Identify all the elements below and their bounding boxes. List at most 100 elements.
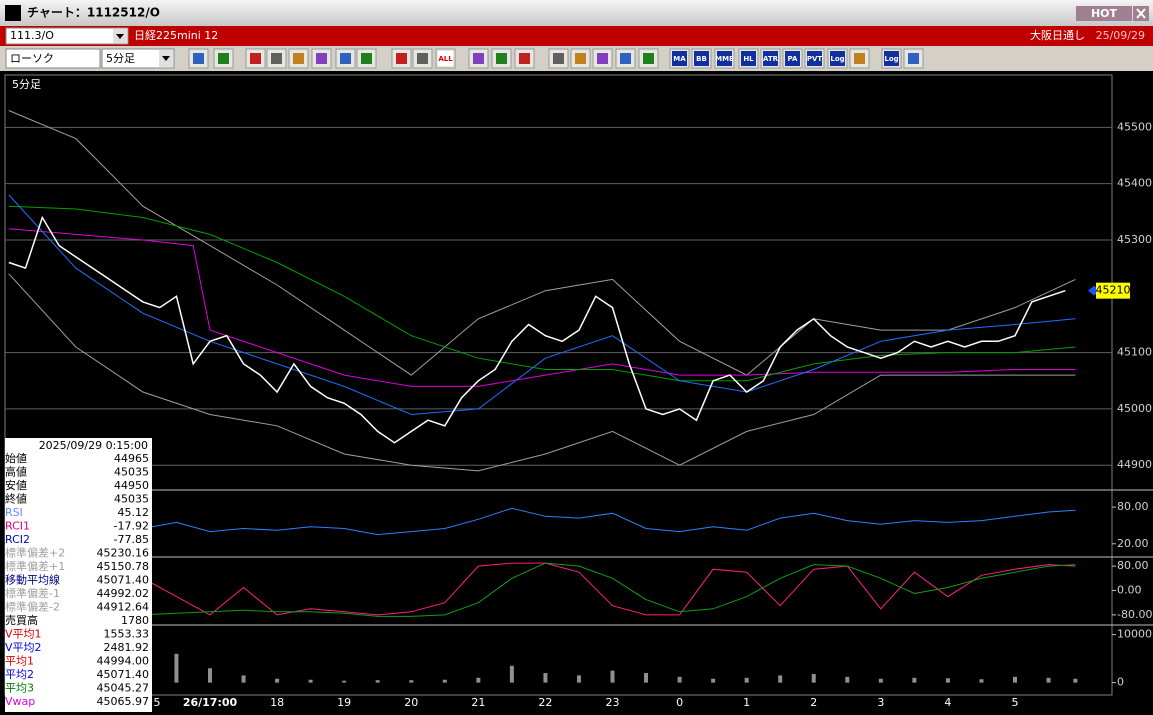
exchange: 大阪日通し (1030, 28, 1085, 42)
series-line (8, 194, 1076, 416)
toolbar-icon (717, 51, 732, 66)
hot-button[interactable] (1076, 6, 1132, 21)
toolbar-icon (741, 51, 756, 66)
symbol-bar (0, 26, 1153, 46)
info-value: 45035 (114, 493, 149, 506)
price-badge (1096, 282, 1130, 299)
toolbar-icon (293, 53, 304, 64)
y-tick-label: 44900 (1117, 458, 1152, 471)
info-value: 44965 (114, 452, 149, 465)
toolbar-icon (830, 51, 845, 66)
info-value: 44950 (114, 479, 149, 492)
volume-bar (1012, 676, 1017, 683)
info-value: -17.92 (114, 520, 149, 533)
series-line (8, 273, 1076, 472)
volume-bar (208, 668, 213, 683)
x-tick-label: 21 (471, 696, 485, 709)
x-tick-label: 0 (676, 696, 683, 709)
volume-bar (342, 680, 347, 683)
y-tick-label: 45500 (1117, 120, 1152, 133)
toolbar-icon (438, 51, 453, 66)
volume-bar (1073, 678, 1078, 683)
dropdown-arrow (162, 56, 170, 61)
chart-type: ローソク (10, 52, 54, 65)
toolbar-icon (643, 53, 654, 64)
volume-bar (878, 678, 883, 683)
interval-select[interactable] (101, 48, 175, 69)
info-label: 標準偏差+2 (5, 546, 65, 560)
volume-bar (845, 676, 850, 683)
current-price: 45210 (1096, 284, 1131, 297)
info-label: 高値 (5, 465, 27, 479)
info-value: 44992.02 (97, 587, 150, 600)
symbol-select[interactable] (5, 27, 129, 45)
toolbar-icon-label: ALL (438, 55, 453, 63)
toolbar-icon (473, 53, 484, 64)
series-line (8, 507, 1076, 536)
toolbar-icon (519, 53, 530, 64)
info-label: Vwap (5, 695, 35, 708)
y-tick-label: 45100 (1117, 346, 1152, 359)
series-line (8, 110, 1076, 376)
hot-label: HOT (1091, 7, 1118, 20)
info-label: 始値 (5, 451, 27, 465)
info-panel (5, 438, 152, 712)
toolbar-icon (854, 53, 865, 64)
toolbar-icon (553, 53, 564, 64)
series-line (8, 215, 1066, 444)
info-label: RSI (5, 506, 23, 519)
volume-bar (912, 677, 917, 683)
volume-bar (610, 670, 615, 683)
app-icon (5, 5, 21, 21)
x-tick-label: 18 (270, 696, 284, 709)
close-icon (1136, 8, 1146, 19)
info-label: V平均2 (5, 641, 42, 654)
toolbar-icon (218, 53, 229, 64)
info-label: RCI2 (5, 533, 30, 546)
x-tick-label: 23 (606, 696, 620, 709)
toolbar-icon (620, 53, 631, 64)
toolbar-icon (340, 53, 351, 64)
y-tick-label: 20.00 (1117, 537, 1149, 550)
y-tick-label: 80.00 (1117, 500, 1149, 513)
info-label: RCI1 (5, 520, 30, 533)
toolbar-icon-label: BB (696, 55, 707, 63)
panel-label: 5分足 (12, 78, 41, 91)
symbol-name: 日経225mini 12 (134, 29, 218, 42)
volume-bar (744, 677, 749, 683)
title-bar (0, 0, 1153, 26)
x-tick-label: 5 (1011, 696, 1018, 709)
volume-bar (644, 673, 649, 683)
toolbar-icon (672, 51, 687, 66)
info-label: 終値 (5, 492, 27, 506)
info-value: -77.85 (114, 533, 149, 546)
y-tick-label: 45400 (1117, 177, 1152, 190)
volume-bar (811, 673, 816, 683)
toolbar-icon-label: MA (673, 55, 686, 63)
toolbar-icon (361, 53, 372, 64)
volume-bar (409, 680, 414, 683)
info-value: 45071.40 (97, 668, 150, 681)
toolbar-icon (396, 53, 407, 64)
x-tick-label: 22 (538, 696, 552, 709)
info-value: 1780 (121, 614, 149, 627)
y-tick-label: 0.00 (1117, 584, 1142, 597)
x-tick-label: 2 (810, 696, 817, 709)
toolbar-icon (316, 53, 327, 64)
info-label: 平均1 (5, 655, 34, 668)
info-label: 平均3 (5, 682, 34, 695)
toolbar-icon (908, 53, 919, 64)
y-tick-label: -80.00 (1117, 608, 1152, 621)
volume-bar (308, 679, 313, 683)
toolbar-icon (250, 53, 261, 64)
chart-type-select[interactable] (5, 48, 101, 69)
y-tick-label: 45000 (1117, 402, 1152, 415)
plot-frame (4, 74, 1113, 696)
toolbar-icon (417, 53, 428, 64)
y-tick-label: 45300 (1117, 233, 1152, 246)
toolbar-icon (496, 53, 507, 64)
info-value: 45045.27 (97, 682, 150, 695)
series-line (8, 228, 1076, 387)
x-tick-label: 19 (337, 696, 351, 709)
